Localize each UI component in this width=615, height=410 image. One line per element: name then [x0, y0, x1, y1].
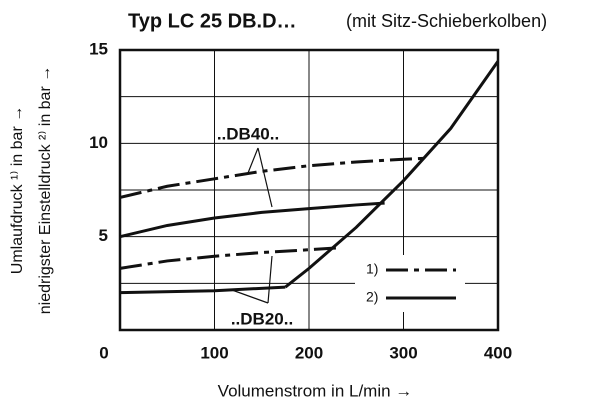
leader-line	[231, 255, 273, 304]
annotation: ..DB20..	[231, 309, 293, 328]
x-tick-label: 100	[200, 343, 228, 362]
line-series	[284, 60, 500, 289]
legend-box	[355, 255, 465, 312]
legend-label: 2)	[366, 289, 378, 305]
x-tick-label: 400	[484, 343, 512, 362]
line-series	[119, 285, 286, 295]
leader-line	[247, 147, 273, 208]
x-tick-label: 300	[389, 343, 417, 362]
chart-subtitle: (mit Sitz-Schieberkolben)	[346, 11, 547, 31]
y-axis-label: niedrigster Einstelldruck ²⁾ in bar →	[37, 66, 54, 314]
y-axis-label: Umlaufdruck ¹⁾ in bar →	[9, 106, 26, 274]
y-tick-label: 5	[99, 226, 108, 245]
x-axis-label: Volumenstrom in L/min →	[218, 381, 413, 400]
annotation: ..DB40..	[217, 124, 279, 143]
line-series	[119, 246, 338, 270]
line-series	[119, 201, 385, 239]
legend-label: 1)	[366, 261, 378, 277]
y-tick-label: 15	[89, 39, 108, 58]
plot-frame	[118, 48, 500, 332]
x-tick-label: 200	[295, 343, 323, 362]
chart-title: Typ LC 25 DB.D…	[128, 10, 297, 32]
y-tick-label: 10	[89, 133, 108, 152]
line-series	[119, 156, 428, 199]
x-tick-label: 0	[99, 343, 108, 362]
